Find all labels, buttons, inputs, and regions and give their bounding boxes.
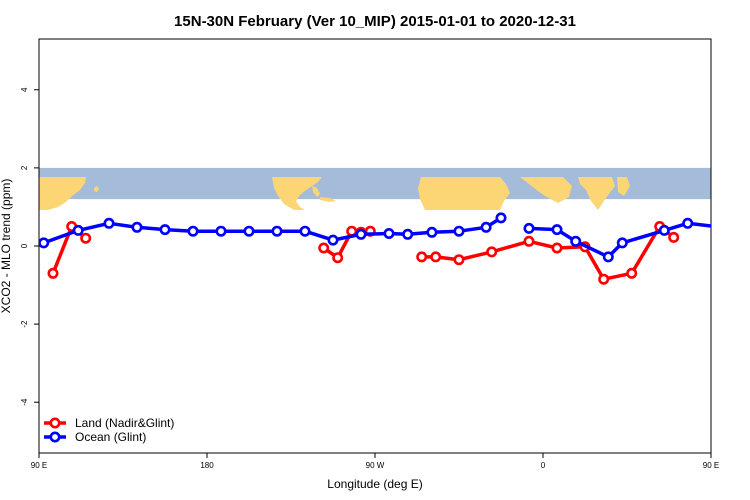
x-tick-label: 90 E: [703, 461, 719, 470]
data-point: [453, 225, 465, 237]
data-point: [486, 246, 498, 258]
data-point: [710, 223, 711, 230]
data-point: [740, 225, 748, 233]
data-point: [453, 254, 465, 266]
data-point: [103, 217, 115, 229]
data-point: [523, 222, 535, 234]
data-point: [39, 237, 50, 249]
data-point: [416, 251, 428, 263]
y-tick-label: 0: [20, 243, 29, 248]
map-land-africa: [418, 177, 510, 210]
data-point: [430, 251, 442, 263]
map-land-florida: [312, 186, 320, 197]
y-axis-label: XCO2 - MLO trend (ppm): [0, 179, 13, 314]
data-point: [332, 252, 344, 264]
data-point: [355, 228, 367, 240]
data-point: [243, 225, 255, 237]
data-point: [215, 225, 227, 237]
y-tick-label: 4: [20, 87, 29, 92]
chart-title: 15N-30N February (Ver 10_MIP) 2015-01-01…: [174, 13, 576, 30]
x-axis-label: Longitude (deg E): [327, 477, 422, 491]
plot-frame: [38, 38, 712, 454]
x-tick-label: 90 E: [31, 461, 47, 470]
world-map-strip: [39, 167, 711, 210]
data-point: [480, 221, 492, 233]
y-axis: -4 -2 0 2 4: [20, 87, 39, 406]
legend-marker: [49, 417, 61, 429]
data-point: [602, 251, 614, 263]
data-point: [80, 232, 92, 244]
data-point: [426, 226, 438, 238]
data-point: [327, 234, 339, 246]
map-land-asia-west: [39, 177, 86, 210]
map-land-arabia: [520, 177, 572, 203]
data-point: [299, 225, 311, 237]
legend-label: Land (Nadir&Glint): [75, 416, 174, 430]
map-land-taiwan: [94, 186, 99, 192]
series-layer: [39, 212, 748, 285]
data-point: [570, 235, 582, 247]
data-point: [658, 224, 670, 236]
x-tick-label: 90 W: [366, 461, 385, 470]
data-point: [383, 228, 395, 240]
legend: Land (Nadir&Glint)Ocean (Glint): [44, 416, 174, 444]
legend-label: Ocean (Glint): [75, 430, 146, 444]
data-point: [616, 237, 628, 249]
series-line: [527, 221, 711, 259]
y-tick-label: -2: [20, 320, 29, 328]
data-point: [551, 242, 563, 254]
x-tick-label: 180: [200, 461, 214, 470]
data-point: [598, 273, 610, 285]
map-land-india: [578, 177, 615, 210]
legend-marker: [49, 431, 61, 443]
data-point: [626, 267, 638, 279]
data-point: [47, 267, 59, 279]
data-point: [159, 224, 171, 236]
data-point: [72, 224, 84, 236]
data-point: [318, 242, 330, 254]
map-land-north-america: [272, 177, 322, 210]
data-point: [495, 212, 507, 224]
data-point: [551, 224, 563, 236]
map-land-cuba: [320, 197, 336, 202]
map-land-southeast-asia: [617, 177, 630, 196]
x-axis: 90 E 180 90 W 0 90 E: [31, 453, 719, 470]
data-point: [668, 231, 680, 243]
y-tick-label: -4: [20, 398, 29, 406]
series-ocean: [39, 212, 748, 263]
data-point: [402, 228, 414, 240]
data-point: [523, 235, 535, 247]
y-tick-label: 2: [20, 165, 29, 170]
data-point: [187, 225, 199, 237]
data-point: [131, 221, 143, 233]
data-point: [682, 217, 694, 229]
x-tick-label: 0: [541, 461, 546, 470]
data-point: [271, 225, 283, 237]
